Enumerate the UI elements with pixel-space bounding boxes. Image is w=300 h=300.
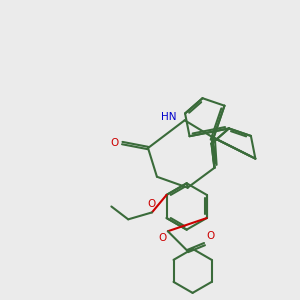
Text: HN: HN: [161, 112, 176, 122]
Text: O: O: [110, 138, 119, 148]
Text: O: O: [158, 233, 166, 243]
Text: O: O: [148, 199, 156, 209]
Text: O: O: [206, 231, 214, 241]
